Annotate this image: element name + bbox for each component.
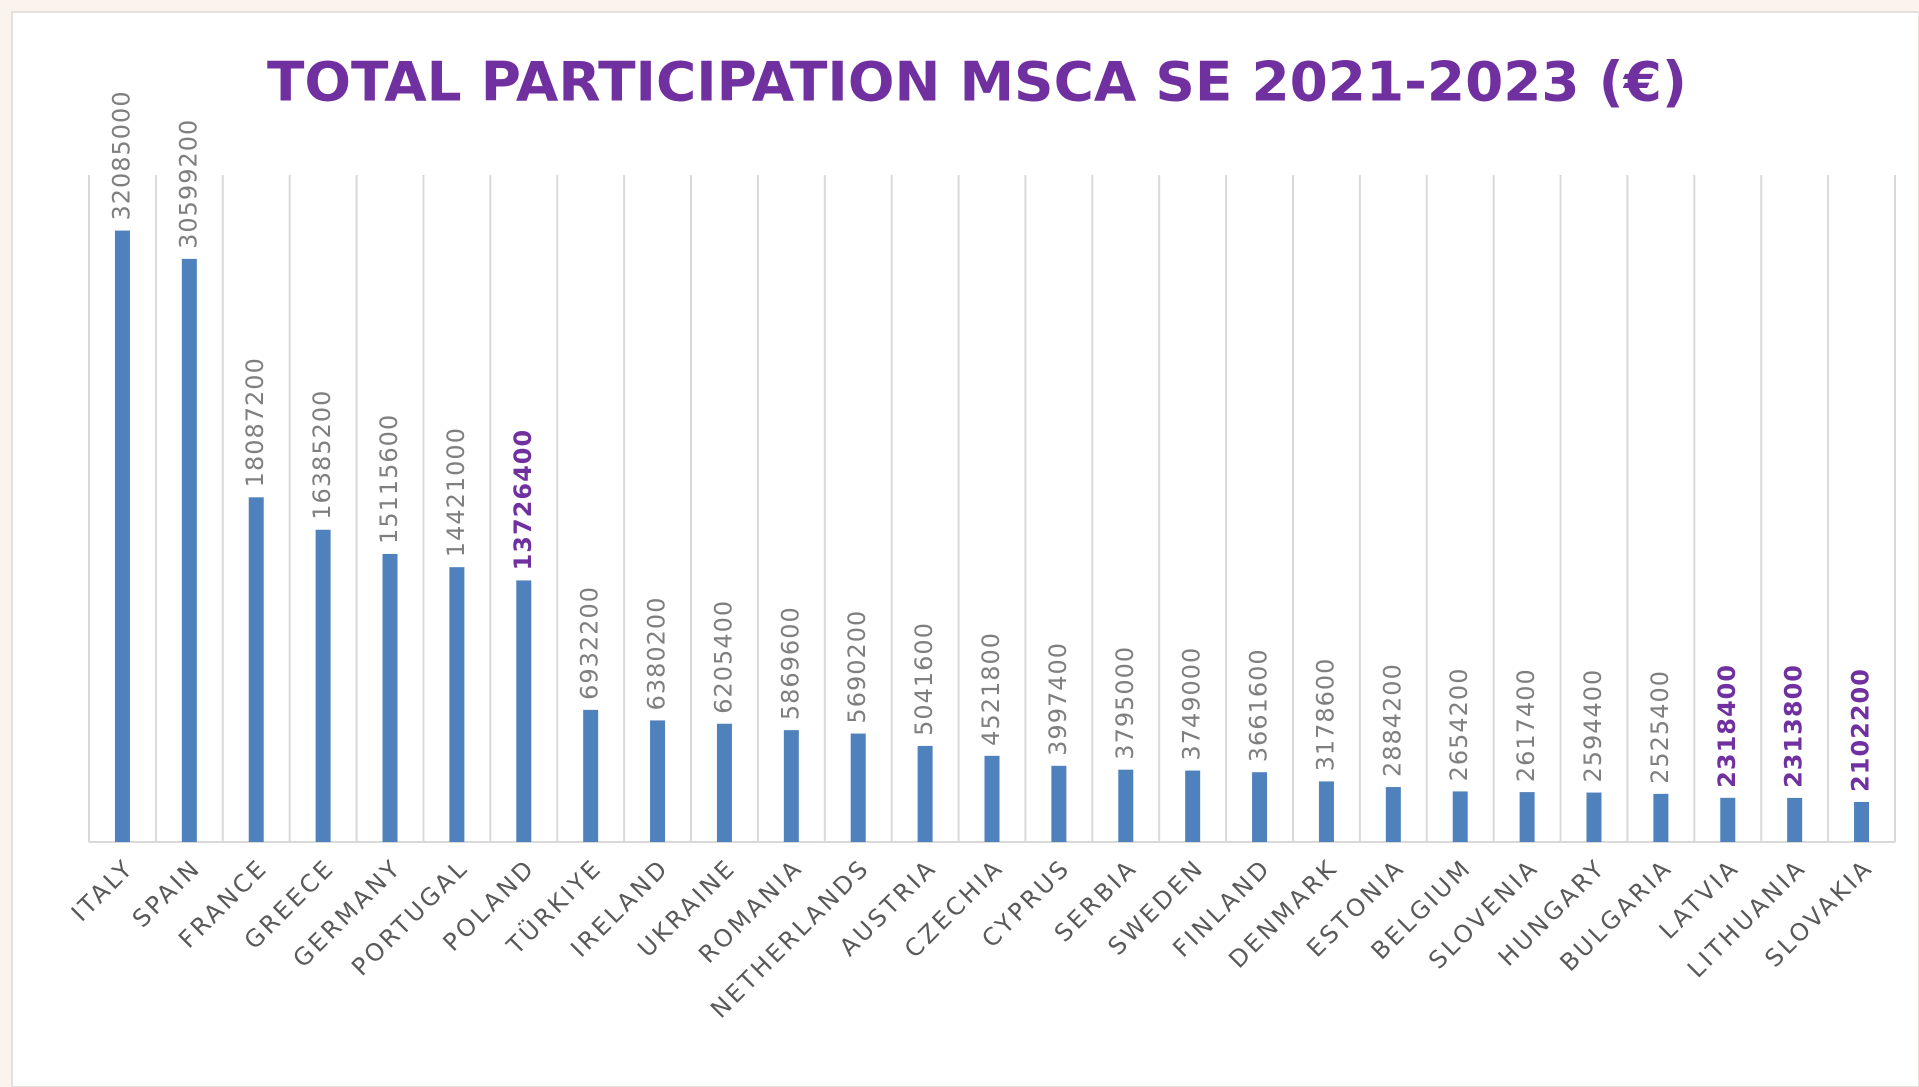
bar: [917, 745, 933, 842]
value-label: 16385200: [308, 390, 336, 520]
value-label: 13726400: [509, 429, 537, 571]
bar: [984, 755, 1000, 842]
value-label: 2313800: [1780, 664, 1808, 788]
bar: [516, 580, 532, 842]
bar: [583, 709, 599, 842]
value-label: 14421000: [442, 427, 470, 557]
value-label: 6205400: [709, 600, 737, 714]
bar: [1720, 797, 1736, 842]
value-label: 3795000: [1111, 646, 1139, 760]
value-label: 5690200: [843, 610, 871, 724]
bar: [382, 553, 398, 842]
bar: [114, 230, 130, 842]
value-label: 2102200: [1847, 668, 1875, 792]
value-label: 18087200: [241, 357, 269, 487]
bar: [449, 567, 465, 842]
bar: [315, 529, 331, 842]
bar: [1854, 801, 1870, 842]
value-label: 3178600: [1311, 658, 1339, 772]
bar: [1653, 793, 1669, 842]
bar: [1452, 791, 1468, 842]
value-label: 30599200: [174, 119, 202, 249]
bar: [1185, 770, 1201, 842]
bar: [783, 730, 799, 842]
value-label: 5869600: [776, 606, 804, 720]
bar: [1519, 792, 1535, 842]
bar: [1385, 787, 1401, 842]
chart-background: [11, 11, 1919, 1087]
value-label: 4521800: [977, 632, 1005, 746]
bar: [850, 733, 866, 842]
bar: [1586, 792, 1602, 842]
value-label: 2617400: [1512, 668, 1540, 782]
bar: [1051, 765, 1067, 842]
value-label: 6932200: [576, 586, 604, 700]
bar: [181, 258, 197, 842]
value-label: 2654200: [1445, 668, 1473, 782]
bar: [1787, 797, 1803, 842]
value-label: 15115600: [375, 414, 403, 544]
chart-title: TOTAL PARTICIPATION MSCA SE 2021-2023 (€…: [267, 51, 1687, 114]
value-label: 2594400: [1579, 669, 1607, 783]
bar: [1118, 769, 1134, 842]
value-label: 2525400: [1646, 670, 1674, 784]
bar: [716, 723, 732, 842]
bar: [1252, 772, 1268, 842]
value-label: 32085000: [107, 90, 135, 220]
value-label: 2318400: [1713, 664, 1741, 788]
value-label: 3749000: [1178, 647, 1206, 761]
value-label: 3661600: [1245, 648, 1273, 762]
value-label: 5041600: [910, 622, 938, 736]
value-label: 6380200: [643, 597, 671, 711]
bar: [248, 497, 264, 842]
bar: [1318, 781, 1334, 842]
value-label: 2884200: [1378, 663, 1406, 777]
bar: [650, 720, 666, 842]
value-label: 3997400: [1044, 642, 1072, 756]
